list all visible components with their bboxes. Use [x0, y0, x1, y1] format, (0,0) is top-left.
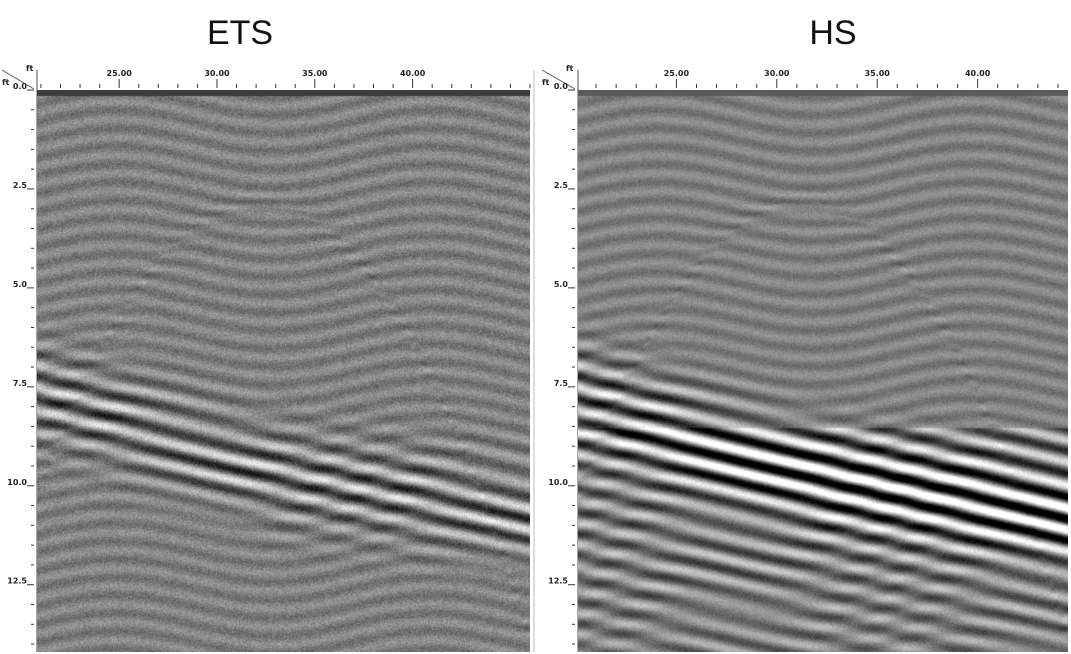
y-tick-label: 10.0 — [548, 478, 568, 487]
y-tick-label: 2.5 — [554, 181, 569, 190]
panel-title-ets: ETS — [206, 14, 274, 52]
corner-diagonal — [1, 69, 35, 90]
x-tick-label: 40.00 — [400, 69, 426, 78]
y-unit-label: ft — [2, 78, 10, 87]
y-tick-label: 12.5 — [548, 577, 568, 586]
y-tick-label: 7.5 — [554, 379, 569, 388]
y-tick-label: 7.5 — [13, 379, 28, 388]
y-tick-label: 10.0 — [7, 478, 27, 487]
x-unit-label: ft — [566, 64, 574, 73]
x-tick-label: 25.00 — [107, 69, 133, 78]
panel-title-hs: HS — [809, 14, 857, 52]
y-tick-label: 5.0 — [13, 280, 28, 289]
radargram-image — [578, 90, 1068, 652]
y-tick-label: 12.5 — [7, 577, 27, 586]
x-tick-label: 35.00 — [865, 69, 891, 78]
corner-diagonal — [541, 69, 576, 90]
radargram-image — [37, 90, 530, 652]
x-tick-label: 25.00 — [664, 69, 690, 78]
x-tick-label: 35.00 — [302, 69, 328, 78]
y-unit-label: ft — [542, 78, 550, 87]
radargram-panel-ets: 25.00 30.00 35.00 40.00 0.0 2.5 5.0 7.5 10.0 12.5… — [0, 60, 540, 654]
radargram-panel-hs: 25.00 30.00 35.00 40.00 0.0 2.5 5.0 7.5 10.0 12.5… — [540, 60, 1071, 654]
y-tick-label: 5.0 — [554, 280, 569, 289]
x-tick-label: 40.00 — [965, 69, 991, 78]
x-tick-label: 30.00 — [204, 69, 230, 78]
y-tick-label: 2.5 — [13, 181, 28, 190]
y-tick-label: 0.0 — [554, 82, 569, 91]
x-unit-label: ft — [26, 64, 34, 73]
x-tick-label: 30.00 — [764, 69, 790, 78]
y-tick-label: 0.0 — [13, 82, 28, 91]
